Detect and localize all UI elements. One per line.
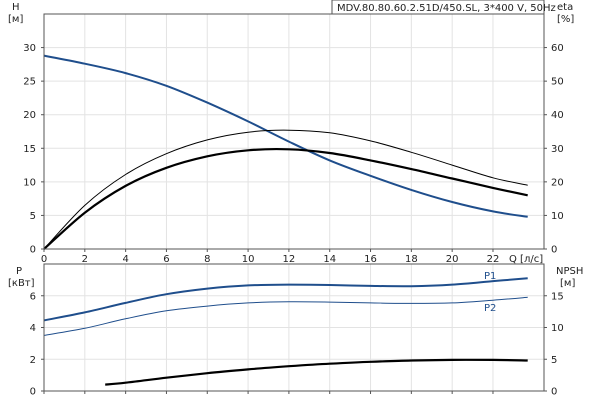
bottom-left-axis-label-line1: P (16, 266, 22, 277)
x-tick-label: 16 (364, 254, 377, 265)
bottom-ticks: 0 2 4 6 0 5 10 15 (30, 291, 564, 397)
y-left-tick-label: 5 (30, 211, 36, 222)
top-plot-frame (43, 13, 545, 250)
x-axis-label: Q [л/с] (509, 254, 543, 265)
y-right-tick-label: 0 (551, 387, 557, 398)
top-right-axis-label-line1: eta (557, 2, 573, 13)
y-left-tick-label: 0 (30, 387, 36, 398)
y-right-tick-label: 60 (551, 43, 564, 54)
x-tick-label: 14 (323, 254, 336, 265)
bottom-right-axis-label-line1: NPSH (556, 266, 583, 277)
x-tick-label: 10 (242, 254, 255, 265)
series-label-p1: P1 (484, 271, 496, 282)
y-right-tick-label: 10 (551, 323, 564, 334)
series-label-p2: P2 (484, 303, 496, 314)
top-left-axis-label-line1: H (12, 2, 20, 13)
top-series-line-2 (43, 129, 528, 250)
x-tick-label: 8 (204, 254, 210, 265)
chart-title: MDV.80.80.60.2.51D/450.SL, 3*400 V, 50Hz (337, 3, 556, 14)
y-right-tick-label: 40 (551, 110, 564, 121)
y-right-tick-label: 10 (551, 211, 564, 222)
top-grid (44, 14, 544, 249)
y-left-tick-label: 25 (23, 77, 36, 88)
y-right-tick-label: 30 (551, 144, 564, 155)
y-right-tick-label: 5 (551, 355, 557, 366)
y-left-tick-label: 30 (23, 43, 36, 54)
x-tick-label: 12 (283, 254, 296, 265)
top-series (43, 54, 528, 250)
y-left-tick-label: 6 (30, 291, 36, 302)
x-tick-label: 6 (163, 254, 169, 265)
y-right-tick-label: 0 (551, 245, 557, 256)
bottom-left-axis-label-line2: [кВт] (8, 278, 35, 289)
y-left-tick-label: 15 (23, 144, 36, 155)
bot-series-line-0 (43, 277, 528, 322)
bot-series-line-1 (43, 296, 528, 336)
x-tick-label: 2 (82, 254, 88, 265)
top-series-line-0 (43, 54, 528, 218)
top-series-line-1 (43, 147, 528, 250)
bottom-series (43, 277, 528, 386)
top-ticks: 0 2 4 6 8 10 12 14 16 18 20 22 0 5 10 15 20 25 30 0 10 20 30 40… (23, 43, 563, 265)
y-left-tick-label: 10 (23, 177, 36, 188)
x-tick-label: 0 (41, 254, 47, 265)
bot-series-line-2 (105, 358, 528, 386)
top-left-axis-label-line2: [м] (8, 14, 23, 25)
x-tick-label: 18 (405, 254, 418, 265)
y-left-tick-label: 2 (30, 355, 36, 366)
y-right-tick-label: 15 (551, 291, 564, 302)
y-right-tick-label: 20 (551, 177, 564, 188)
x-tick-label: 22 (487, 254, 500, 265)
title-box (331, 0, 545, 15)
x-tick-label: 20 (446, 254, 459, 265)
x-tick-label: 4 (122, 254, 128, 265)
y-left-tick-label: 0 (30, 245, 36, 256)
y-right-tick-label: 50 (551, 77, 564, 88)
y-left-tick-label: 20 (23, 110, 36, 121)
bottom-right-axis-label-line2: [м] (560, 278, 575, 289)
y-left-tick-label: 4 (30, 323, 36, 334)
top-right-axis-label-line2: [%] (557, 14, 574, 25)
